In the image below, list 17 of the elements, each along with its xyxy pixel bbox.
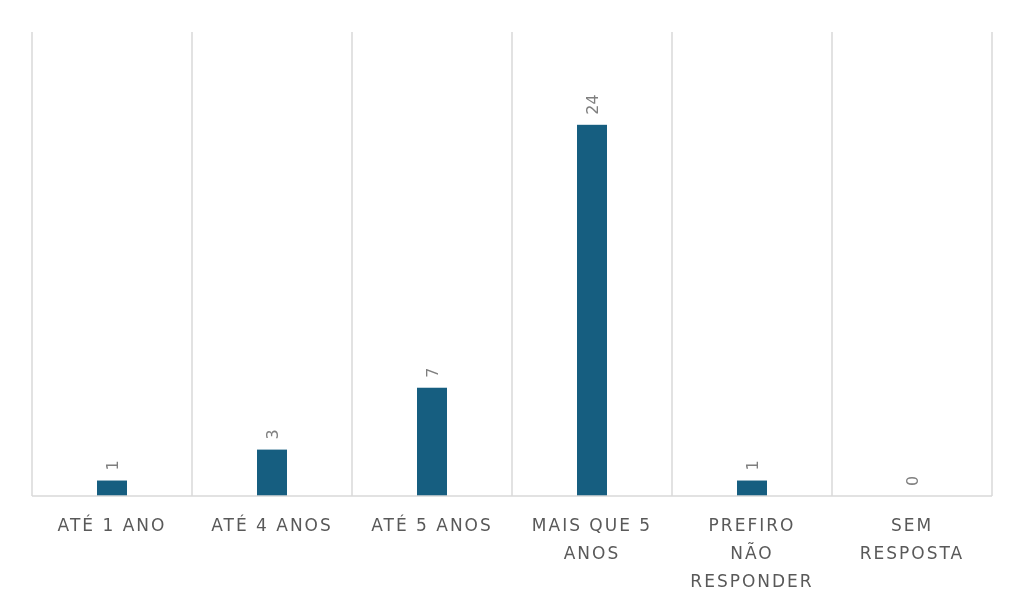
x-tick-label: ATÉ 5 ANOS	[371, 514, 493, 535]
x-tick-label: SEM RESPOSTA	[859, 515, 965, 563]
x-tick-label: ATÉ 4 ANOS	[211, 514, 333, 535]
x-tick-label: MAIS QUE 5 ANOS	[531, 515, 653, 563]
bar	[97, 480, 127, 496]
data-label: 3	[263, 429, 282, 440]
bar	[737, 480, 767, 496]
bar	[257, 449, 287, 496]
bar	[577, 124, 607, 496]
x-tick-label: PREFIRO NÃO RESPONDER	[690, 515, 814, 591]
data-label: 7	[423, 367, 442, 378]
data-label: 1	[103, 460, 122, 471]
x-tick-label: ATÉ 1 ANO	[57, 514, 167, 535]
data-label: 0	[903, 475, 922, 486]
bar	[417, 387, 447, 496]
data-label: 1	[743, 460, 762, 471]
data-label: 24	[583, 94, 602, 115]
